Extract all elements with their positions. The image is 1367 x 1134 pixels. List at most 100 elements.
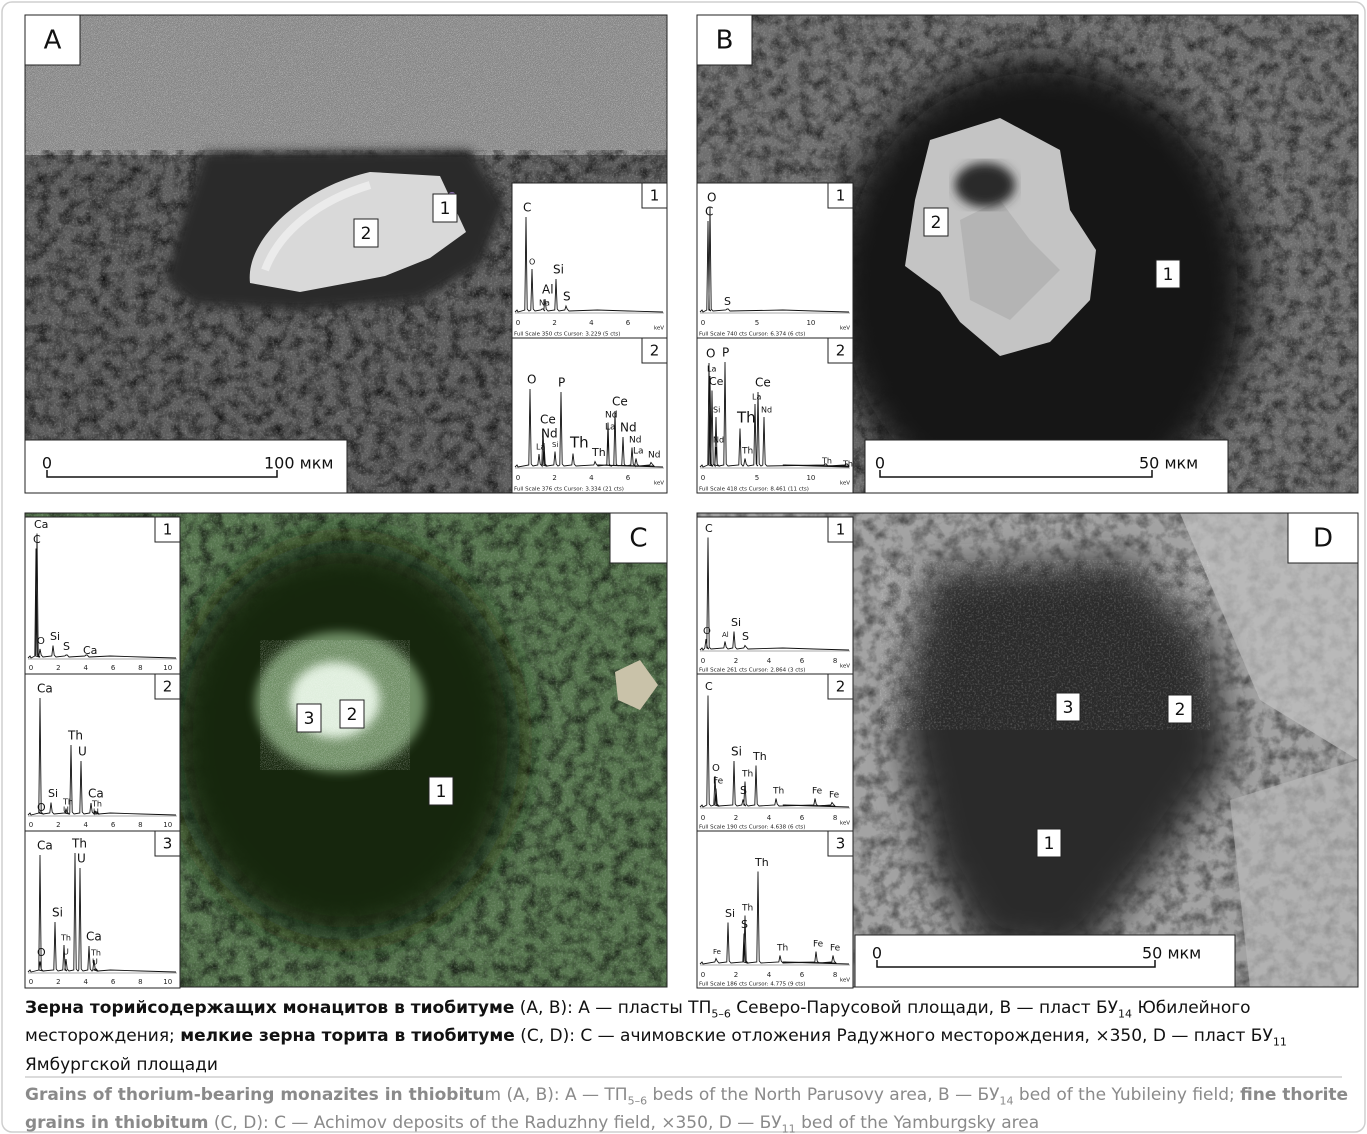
spectrum-footer: Full Scale 186 cts Cursor: 4.775 (9 cts) [699, 982, 805, 988]
spectrum-tick-label: 0 [516, 474, 520, 482]
peak-label: Fe [713, 948, 721, 956]
peak-label: U [63, 806, 69, 815]
peak-label: Th [842, 460, 853, 469]
caption-text: bed of the Yamburgsky area [796, 1113, 1039, 1133]
peak-label: Nd [713, 436, 724, 445]
peak-label: S [741, 918, 748, 931]
marker-label: 2 [931, 213, 942, 233]
caption-text: Северо-Парусовой площади, B — пласт БУ [731, 998, 1118, 1018]
peak-label: S [63, 640, 70, 653]
spectrum-tick-label: 0 [29, 821, 33, 829]
spectrum-tick-label: 4 [767, 971, 772, 979]
spectrum-tick-label: 4 [83, 664, 88, 672]
peak-label: Ca [88, 787, 104, 801]
scale-bar-start: 0 [42, 454, 52, 473]
peak-label: Fe [812, 787, 823, 797]
peak-label: O [706, 347, 715, 361]
figure: A120100 мкмCOAlNaSiS0246keVFull Scale 35… [0, 0, 1367, 1134]
spectrum-number: 3 [836, 835, 846, 853]
peak-label: O [37, 636, 45, 647]
peak-label: C [705, 522, 713, 535]
spectrum-tick-label: 6 [111, 821, 116, 829]
peak-label: U [78, 745, 87, 759]
spectrum-number: 1 [836, 187, 846, 205]
marker-label: 2 [347, 705, 358, 725]
spectrum-unit: keV [840, 821, 850, 827]
peak-label: Si [52, 906, 63, 920]
peak-label: La [752, 393, 761, 402]
spectrum-number: 3 [163, 835, 173, 853]
spectrum-tick-label: 5 [755, 319, 759, 327]
eds-spectrum: OPCeNdLaSiThThCeNdLaNdNdLaNd0246keVFull … [512, 338, 667, 493]
caption-text: (C, D): C — Achimov deposits of the Radu… [209, 1113, 782, 1133]
spectrum-tick-label: 8 [833, 657, 837, 665]
peak-label: O [707, 191, 716, 205]
caption-text: Ямбургской площади [25, 1055, 218, 1075]
peak-label: Ca [37, 839, 53, 853]
marker-label: 1 [1163, 265, 1174, 285]
spectrum-number: 2 [836, 342, 846, 360]
spectrum-tick-label: 4 [83, 978, 88, 986]
spectrum-number: 2 [836, 678, 846, 696]
peak-label: Th [90, 949, 101, 958]
peak-label: Th [741, 447, 753, 457]
peak-label: Si [552, 441, 558, 449]
peak-label: P [558, 376, 565, 390]
panel-label: D [1313, 524, 1333, 554]
marker-label: 2 [1175, 700, 1186, 720]
spectrum-tick-label: 2 [56, 978, 60, 986]
peak-label: Th [776, 944, 788, 954]
peak-label: U [92, 958, 98, 967]
panel-label: B [716, 26, 734, 56]
peak-label: Na [539, 299, 550, 308]
peak-label: Ca [34, 518, 48, 531]
peak-label: Nd [605, 411, 617, 421]
spectrum-tick-label: 2 [734, 657, 738, 665]
peak-label: Nd [761, 406, 772, 415]
peak-label: Th [591, 446, 606, 459]
marker-label: 1 [1044, 834, 1055, 854]
peak-label: Fe [829, 791, 840, 801]
spectrum-tick-label: 10 [806, 474, 815, 482]
spectrum-tick-label: 8 [138, 978, 142, 986]
spectrum-number: 2 [650, 342, 660, 360]
spectrum-footer: Full Scale 190 cts Cursor: 4.638 (6 cts) [699, 825, 805, 831]
spectrum-footer: Full Scale 418 cts Cursor: 8.461 (11 cts… [699, 487, 809, 493]
peak-label: Si [713, 406, 720, 415]
panel-label: A [44, 26, 62, 56]
peak-label: Th [754, 856, 769, 869]
peak-label: Ca [83, 644, 97, 657]
spectrum-number: 1 [163, 521, 173, 539]
peak-label: C [33, 533, 41, 546]
peak-label: Ce [612, 395, 628, 409]
spectrum-tick-label: 4 [83, 821, 88, 829]
spectrum-tick-label: 6 [111, 978, 116, 986]
peak-label: Nd [620, 421, 637, 435]
peak-label: Th [569, 434, 589, 452]
spectrum-unit: keV [654, 481, 664, 487]
spectrum-unit: keV [654, 326, 664, 332]
spectrum-tick-label: 0 [701, 814, 705, 822]
peak-label: La [707, 365, 716, 374]
peak-label: Th [60, 934, 71, 943]
peak-label: Fe [813, 940, 824, 950]
peak-label: Al [542, 283, 554, 297]
spectrum-tick-label: 6 [626, 474, 631, 482]
spectrum-unit: keV [840, 481, 850, 487]
caption-bold: мелкие зерна торита в тиобитуме [180, 1026, 515, 1046]
spectrum-tick-label: 4 [589, 474, 594, 482]
peak-label: Fe [713, 777, 724, 787]
peak-label: O [712, 763, 720, 774]
spectrum-tick-label: 8 [833, 971, 837, 979]
peak-label: Si [725, 907, 735, 920]
marker-label: 1 [440, 199, 451, 219]
peak-label: Ca [86, 930, 102, 944]
spectrum-tick-label: 8 [138, 664, 142, 672]
peak-label: La [633, 447, 644, 457]
page: Figure html, body { margin: 0; padding: … [0, 0, 1367, 1134]
spectrum-tick-label: 6 [111, 664, 116, 672]
peak-label: Al [722, 631, 729, 639]
